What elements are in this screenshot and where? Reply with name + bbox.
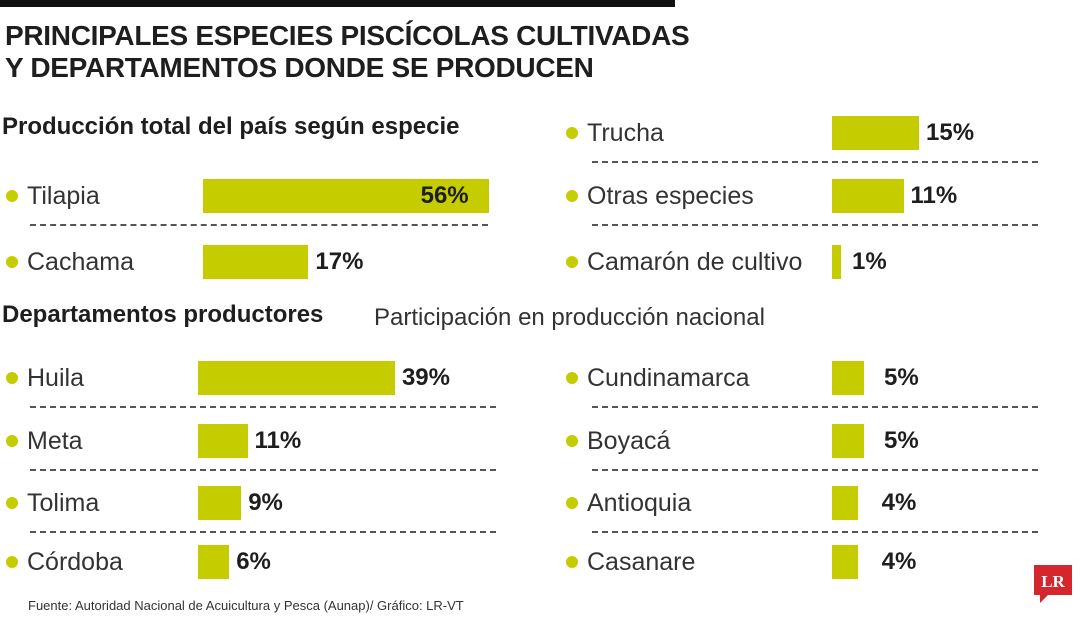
bar-antioquia	[832, 486, 858, 520]
bar-casanare	[832, 545, 858, 579]
bar-trucha	[832, 116, 919, 150]
value-label-boyaca: 5%	[884, 427, 919, 454]
bullet-dot-icon	[6, 497, 18, 509]
bar-row-tolima: Tolima 9%	[6, 486, 458, 520]
bar-row-antioquia: Antioquia 4%	[566, 486, 1080, 520]
bar-huila	[198, 361, 395, 395]
bar-row-trucha: Trucha 15%	[566, 116, 1080, 150]
value-label-huila: 39%	[401, 364, 450, 391]
bar-meta	[198, 424, 248, 458]
bar-row-casanare: Casanare 4%	[566, 545, 1080, 579]
bar-row-cachama: Cachama 17%	[6, 245, 463, 279]
category-label-huila: Huila	[27, 364, 84, 392]
value-label-otras-especies: 11%	[910, 182, 958, 209]
bullet-dot-icon	[6, 256, 18, 268]
logo-text: LR	[1041, 572, 1065, 591]
value-label-meta: 11%	[254, 427, 302, 454]
bar-otras-especies	[832, 179, 904, 213]
category-label-camaron-de-cultivo: Camarón de cultivo	[587, 248, 803, 276]
bar-row-tilapia: Tilapia 56%	[6, 179, 489, 213]
bar-row-boyaca: Boyacá 5%	[566, 424, 1080, 458]
title-line-1: PRINCIPALES ESPECIES PISCÍCOLAS CULTIVAD…	[5, 20, 690, 51]
bar-tolima	[198, 486, 242, 520]
category-label-meta: Meta	[27, 427, 83, 455]
dashed-separator	[30, 469, 496, 471]
category-label-antioquia: Antioquia	[587, 489, 692, 517]
bar-tilapia	[203, 179, 489, 213]
value-label-cordoba: 6%	[236, 548, 271, 575]
category-label-tolima: Tolima	[27, 489, 100, 517]
bullet-dot-icon	[566, 435, 578, 447]
top-rule	[0, 0, 675, 7]
dashed-separator	[592, 224, 1038, 226]
bar-camaron-de-cultivo	[832, 245, 841, 279]
bar-boyaca	[832, 424, 864, 458]
bar-row-huila: Huila 39%	[6, 361, 458, 395]
dashed-separator	[592, 161, 1038, 163]
bar-row-cordoba: Córdoba 6%	[6, 545, 458, 579]
bullet-dot-icon	[566, 497, 578, 509]
departments-section-title: Departamentos productores	[2, 301, 324, 328]
bullet-dot-icon	[6, 372, 18, 384]
value-label-tilapia: 56%	[420, 182, 469, 209]
source-note: Fuente: Autoridad Nacional de Acuicultur…	[28, 598, 464, 613]
bullet-dot-icon	[6, 190, 18, 202]
value-label-tolima: 9%	[248, 489, 283, 516]
bullet-dot-icon	[566, 372, 578, 384]
value-label-camaron-de-cultivo: 1%	[852, 248, 887, 275]
category-label-boyaca: Boyacá	[587, 427, 671, 455]
value-label-cundinamarca: 5%	[884, 364, 919, 391]
bar-cundinamarca	[832, 361, 864, 395]
dashed-separator	[30, 531, 496, 533]
category-label-tilapia: Tilapia	[27, 182, 100, 210]
bar-row-meta: Meta 11%	[6, 424, 458, 458]
dashed-separator	[30, 224, 488, 226]
bullet-dot-icon	[6, 556, 18, 568]
value-label-cachama: 17%	[315, 248, 364, 275]
bar-row-cundinamarca: Cundinamarca 5%	[566, 361, 1080, 395]
bullet-dot-icon	[566, 190, 578, 202]
dashed-separator	[30, 406, 496, 408]
chart-title: PRINCIPALES ESPECIES PISCÍCOLAS CULTIVAD…	[5, 20, 705, 84]
title-line-2: Y DEPARTAMENTOS DONDE SE PRODUCEN	[5, 52, 594, 83]
bar-row-camaron-de-cultivo: Camarón de cultivo 1%	[566, 245, 1080, 279]
dashed-separator	[592, 531, 1038, 533]
dashed-separator	[592, 469, 1038, 471]
departments-subtitle: Participación en producción nacional	[374, 304, 765, 331]
bar-row-otras-especies: Otras especies 11%	[566, 179, 1080, 213]
bullet-dot-icon	[566, 256, 578, 268]
category-label-otras-especies: Otras especies	[587, 182, 754, 210]
value-label-antioquia: 4%	[881, 489, 917, 516]
bar-cordoba	[198, 545, 230, 579]
value-label-trucha: 15%	[926, 119, 975, 146]
value-label-casanare: 4%	[881, 548, 917, 575]
category-label-casanare: Casanare	[587, 548, 696, 576]
bullet-dot-icon	[566, 127, 578, 139]
bar-cachama	[203, 245, 309, 279]
lr-logo-icon: LR	[1034, 565, 1072, 603]
category-label-cundinamarca: Cundinamarca	[587, 364, 750, 392]
bullet-dot-icon	[6, 435, 18, 447]
category-label-cordoba: Córdoba	[27, 548, 123, 576]
bullet-dot-icon	[566, 556, 578, 568]
category-label-trucha: Trucha	[587, 119, 664, 147]
dashed-separator	[592, 406, 1038, 408]
species-section-title: Producción total del país según especie	[2, 113, 460, 140]
category-label-cachama: Cachama	[27, 248, 134, 276]
